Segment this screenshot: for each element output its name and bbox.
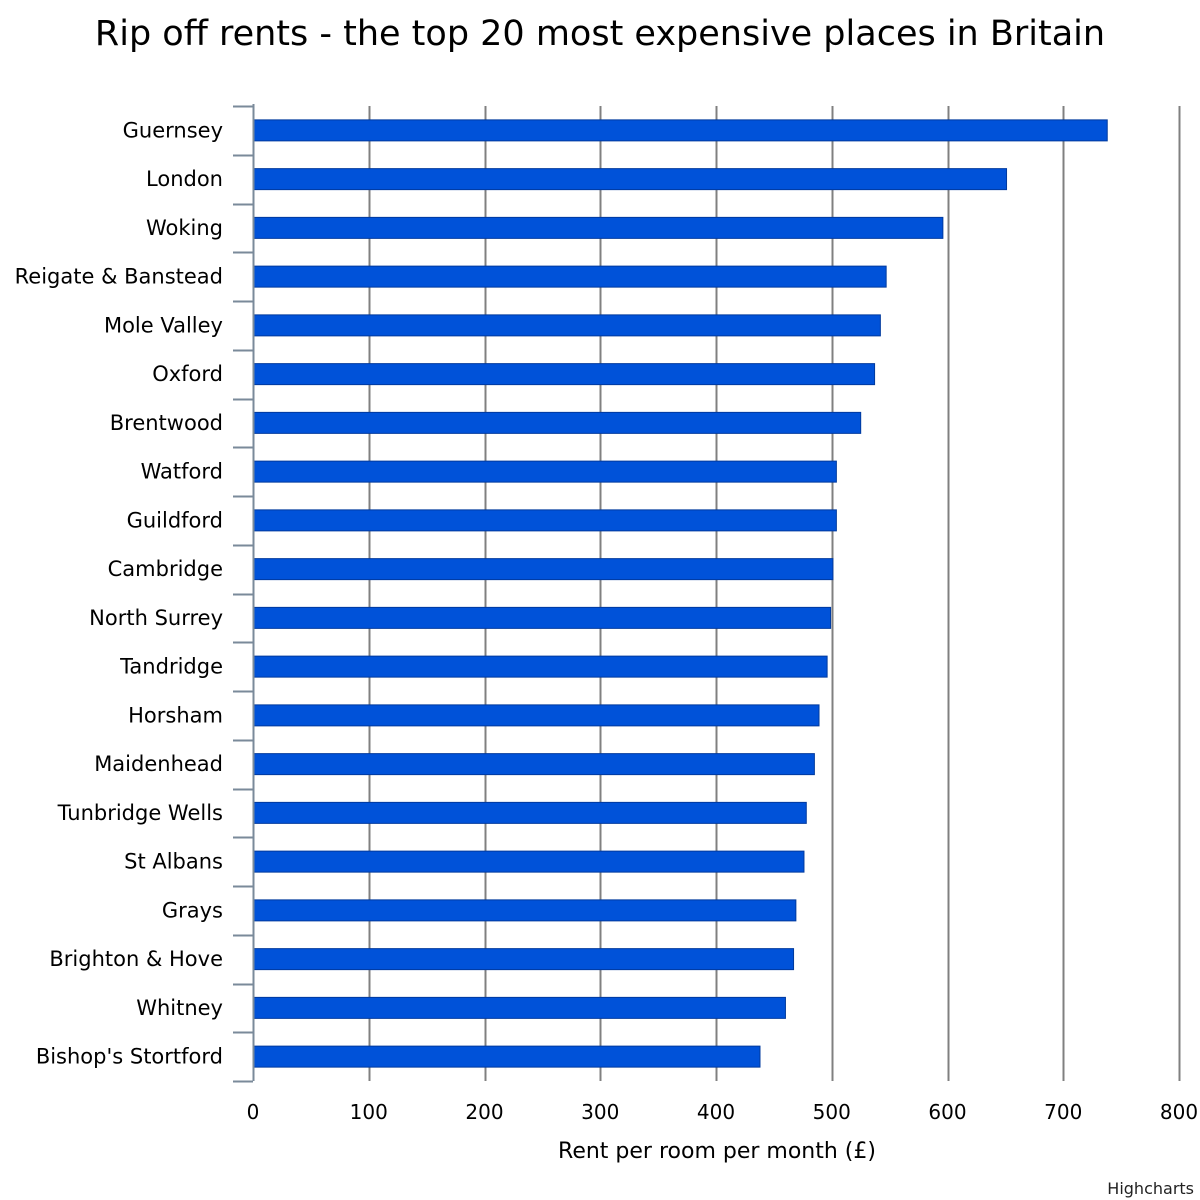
credits-link[interactable]: Highcharts: [1107, 1179, 1194, 1198]
bar[interactable]: [253, 216, 944, 239]
category-label: Tandridge: [119, 655, 223, 679]
chart-title: Rip off rents - the top 20 most expensiv…: [94, 14, 1106, 54]
bar[interactable]: [253, 606, 832, 629]
category-axis: [233, 104, 255, 1083]
bar[interactable]: [253, 704, 820, 727]
x-tick-label: 600: [928, 1100, 966, 1124]
category-labels: Guernsey London Woking Reigate & Banstead Mo…: [15, 118, 223, 1068]
bar[interactable]: [253, 168, 1008, 191]
category-label: Brentwood: [110, 411, 223, 435]
x-tick-label: 300: [581, 1100, 619, 1124]
category-label: Mole Valley: [104, 313, 223, 337]
category-label: Grays: [162, 898, 223, 922]
x-tick-label: 800: [1160, 1100, 1198, 1124]
category-label: Whitney: [136, 996, 223, 1020]
category-label: Maidenhead: [94, 752, 223, 776]
bar[interactable]: [253, 460, 837, 483]
category-label: Tunbridge Wells: [57, 801, 223, 825]
category-label: Guildford: [127, 508, 223, 532]
category-label: Horsham: [128, 703, 223, 727]
bar[interactable]: [253, 1045, 761, 1068]
category-label: St Albans: [124, 850, 223, 874]
bar[interactable]: [253, 899, 797, 922]
x-tick-label: 400: [697, 1100, 735, 1124]
x-tick-label: 100: [350, 1100, 388, 1124]
category-label: Bishop's Stortford: [36, 1045, 223, 1069]
category-label: Watford: [141, 460, 223, 484]
bar[interactable]: [253, 753, 815, 776]
bar[interactable]: [253, 801, 807, 824]
category-label: Oxford: [152, 362, 223, 386]
bar[interactable]: [253, 314, 881, 337]
bar[interactable]: [253, 948, 795, 971]
x-tick-label: 700: [1044, 1100, 1082, 1124]
bar[interactable]: [253, 265, 887, 288]
bar[interactable]: [253, 558, 834, 581]
bar[interactable]: [253, 509, 837, 532]
gridlines: [368, 106, 1181, 1081]
bar[interactable]: [253, 411, 862, 434]
category-label: Brighton & Hove: [49, 947, 223, 971]
category-label: Reigate & Banstead: [15, 265, 223, 289]
x-tick-label: 200: [465, 1100, 503, 1124]
bar[interactable]: [253, 655, 828, 678]
x-axis-title: Rent per room per month (£): [558, 1139, 876, 1164]
category-label: Woking: [146, 216, 223, 240]
bar[interactable]: [253, 850, 805, 873]
category-label: London: [146, 167, 223, 191]
bars: [253, 119, 1108, 1068]
x-tick-label: 0: [247, 1100, 260, 1124]
category-label: North Surrey: [89, 606, 223, 630]
value-axis-ticks: 0 100 200 300 400 500 600 700 800: [247, 1100, 1198, 1124]
bar[interactable]: [253, 363, 876, 386]
bar[interactable]: [253, 996, 786, 1019]
x-tick-label: 500: [813, 1100, 851, 1124]
bar[interactable]: [253, 119, 1108, 142]
category-label: Guernsey: [123, 118, 223, 142]
category-label: Cambridge: [108, 557, 223, 581]
